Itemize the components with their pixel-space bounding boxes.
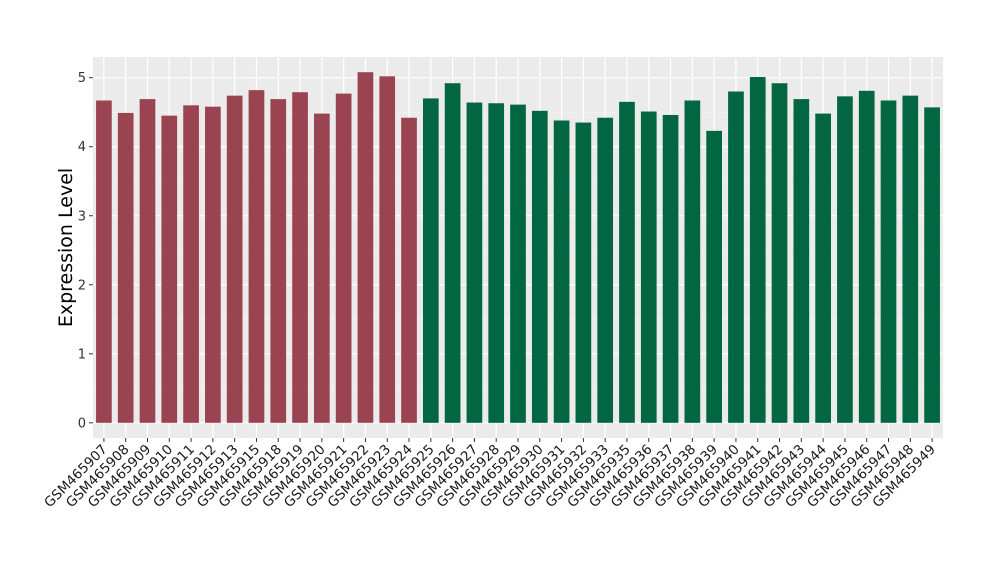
bar (880, 100, 897, 423)
bar (335, 93, 352, 423)
bar (902, 95, 919, 423)
bar (248, 90, 265, 423)
bar (575, 122, 592, 423)
bar (684, 100, 701, 423)
bar (466, 102, 483, 423)
bar (837, 96, 853, 423)
bar (488, 103, 505, 423)
y-tick-label: 2 (78, 278, 86, 293)
y-tick-label: 4 (78, 140, 86, 155)
y-tick-label: 3 (78, 209, 86, 224)
bar (510, 104, 526, 423)
bar (640, 111, 657, 423)
bar (444, 83, 461, 423)
bar (597, 117, 614, 423)
bar (771, 83, 788, 423)
bar (139, 99, 156, 423)
bar (728, 91, 744, 423)
bar (815, 113, 831, 423)
bar (270, 99, 287, 423)
bars (96, 72, 940, 423)
y-axis-title: Expression Level (55, 168, 77, 327)
bar (619, 101, 635, 423)
y-axis: 0 1 2 3 4 5 (78, 71, 93, 431)
bar (531, 110, 548, 423)
bar (117, 112, 134, 423)
bar (749, 77, 766, 423)
y-tick-label: 0 (78, 416, 86, 431)
bar (401, 117, 417, 423)
bar (205, 106, 221, 423)
bar (924, 107, 940, 423)
bar (553, 120, 570, 423)
bar (183, 105, 199, 423)
bar (858, 90, 875, 423)
x-axis: GSM465907GSM465908GSM465909GSM465910GSM4… (41, 438, 939, 511)
bar (379, 76, 396, 423)
bar (706, 130, 722, 423)
bar (422, 98, 439, 423)
bar (161, 115, 178, 423)
bar (96, 100, 112, 423)
bar (793, 99, 810, 423)
bar (314, 113, 330, 423)
y-tick-label: 1 (78, 347, 86, 362)
bar (662, 114, 679, 423)
bar (292, 92, 308, 423)
y-tick-label: 5 (78, 71, 86, 86)
bar (226, 95, 243, 423)
bar (357, 72, 374, 423)
